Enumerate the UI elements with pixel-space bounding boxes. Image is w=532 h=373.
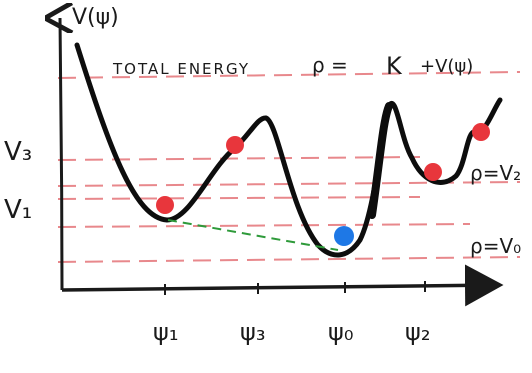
- potential-curve: [74, 42, 503, 258]
- x-tick-psi3: ψ₃: [240, 318, 265, 346]
- level-line-mid: [57, 223, 471, 228]
- x-tick-psi0: ψ₀: [328, 318, 353, 346]
- level-label-v2: ρ=V₂: [470, 161, 521, 185]
- level-line-top: [57, 71, 521, 79]
- x-tick-psi2: ψ₂: [405, 318, 430, 346]
- red-ball-psi2: [424, 163, 442, 181]
- level-line-v3: [57, 156, 421, 161]
- level-line-v1: [57, 196, 421, 200]
- equation-lhs: ρ =: [312, 53, 348, 77]
- equation-potential: +V(ψ): [420, 56, 473, 77]
- x-tick-psi1: ψ₁: [153, 318, 178, 346]
- potential-curve-thick-segment: [368, 102, 393, 219]
- red-ball-psi1: [156, 196, 174, 214]
- x-ticks: [164, 281, 426, 295]
- y-tick-v3: V₃: [4, 137, 32, 167]
- y-axis-label: V(ψ): [72, 5, 119, 30]
- y-tick-v1: V₁: [4, 195, 32, 225]
- x-axis: [61, 264, 504, 307]
- equation-kinetic: K: [386, 52, 403, 80]
- title-total-energy: TOTAL ENERGY: [112, 60, 250, 78]
- level-label-v0: ρ=V₀: [470, 234, 521, 258]
- red-ball-right-shoulder: [472, 123, 490, 141]
- blue-ball-psi0: [334, 226, 354, 246]
- red-ball-psi3-shoulder: [226, 136, 244, 154]
- level-line-v0: [57, 256, 521, 263]
- y-axis: [60, 18, 62, 291]
- tangent-dashed-line: [167, 219, 339, 251]
- energy-level-lines: [57, 71, 521, 263]
